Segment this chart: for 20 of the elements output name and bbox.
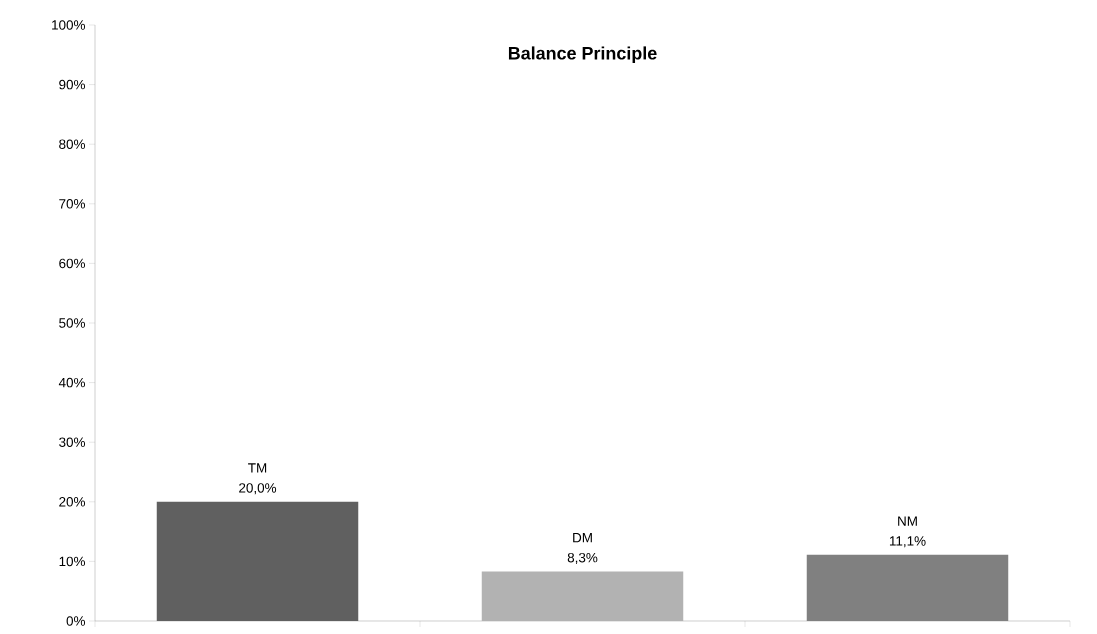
x-tick-label: TM [248,463,267,473]
y-tick-label: 50% [59,318,86,328]
y-tick-label: 90% [59,79,86,90]
data-label: 8,3% [567,552,598,565]
x-tick-label: NM [898,516,917,526]
y-tick-label: 40% [58,377,86,388]
y-tick-label: 10% [59,556,86,567]
text: Balance Principle [508,46,657,64]
bar [481,571,684,622]
y-tick-label: 60% [59,258,86,269]
data-label: 20,0% [239,483,277,495]
y-tick-label: 80% [59,139,86,150]
y-tick-label: 20% [59,497,86,507]
x-tick-label: DM [573,533,592,543]
bar [156,501,359,622]
y-tick-label: 100% [52,20,86,30]
y-tick-label: 30% [59,437,86,448]
data-label: 11,1% [889,536,926,548]
y-tick-label: 70% [59,199,86,209]
y-tick-label: 0% [66,616,86,626]
